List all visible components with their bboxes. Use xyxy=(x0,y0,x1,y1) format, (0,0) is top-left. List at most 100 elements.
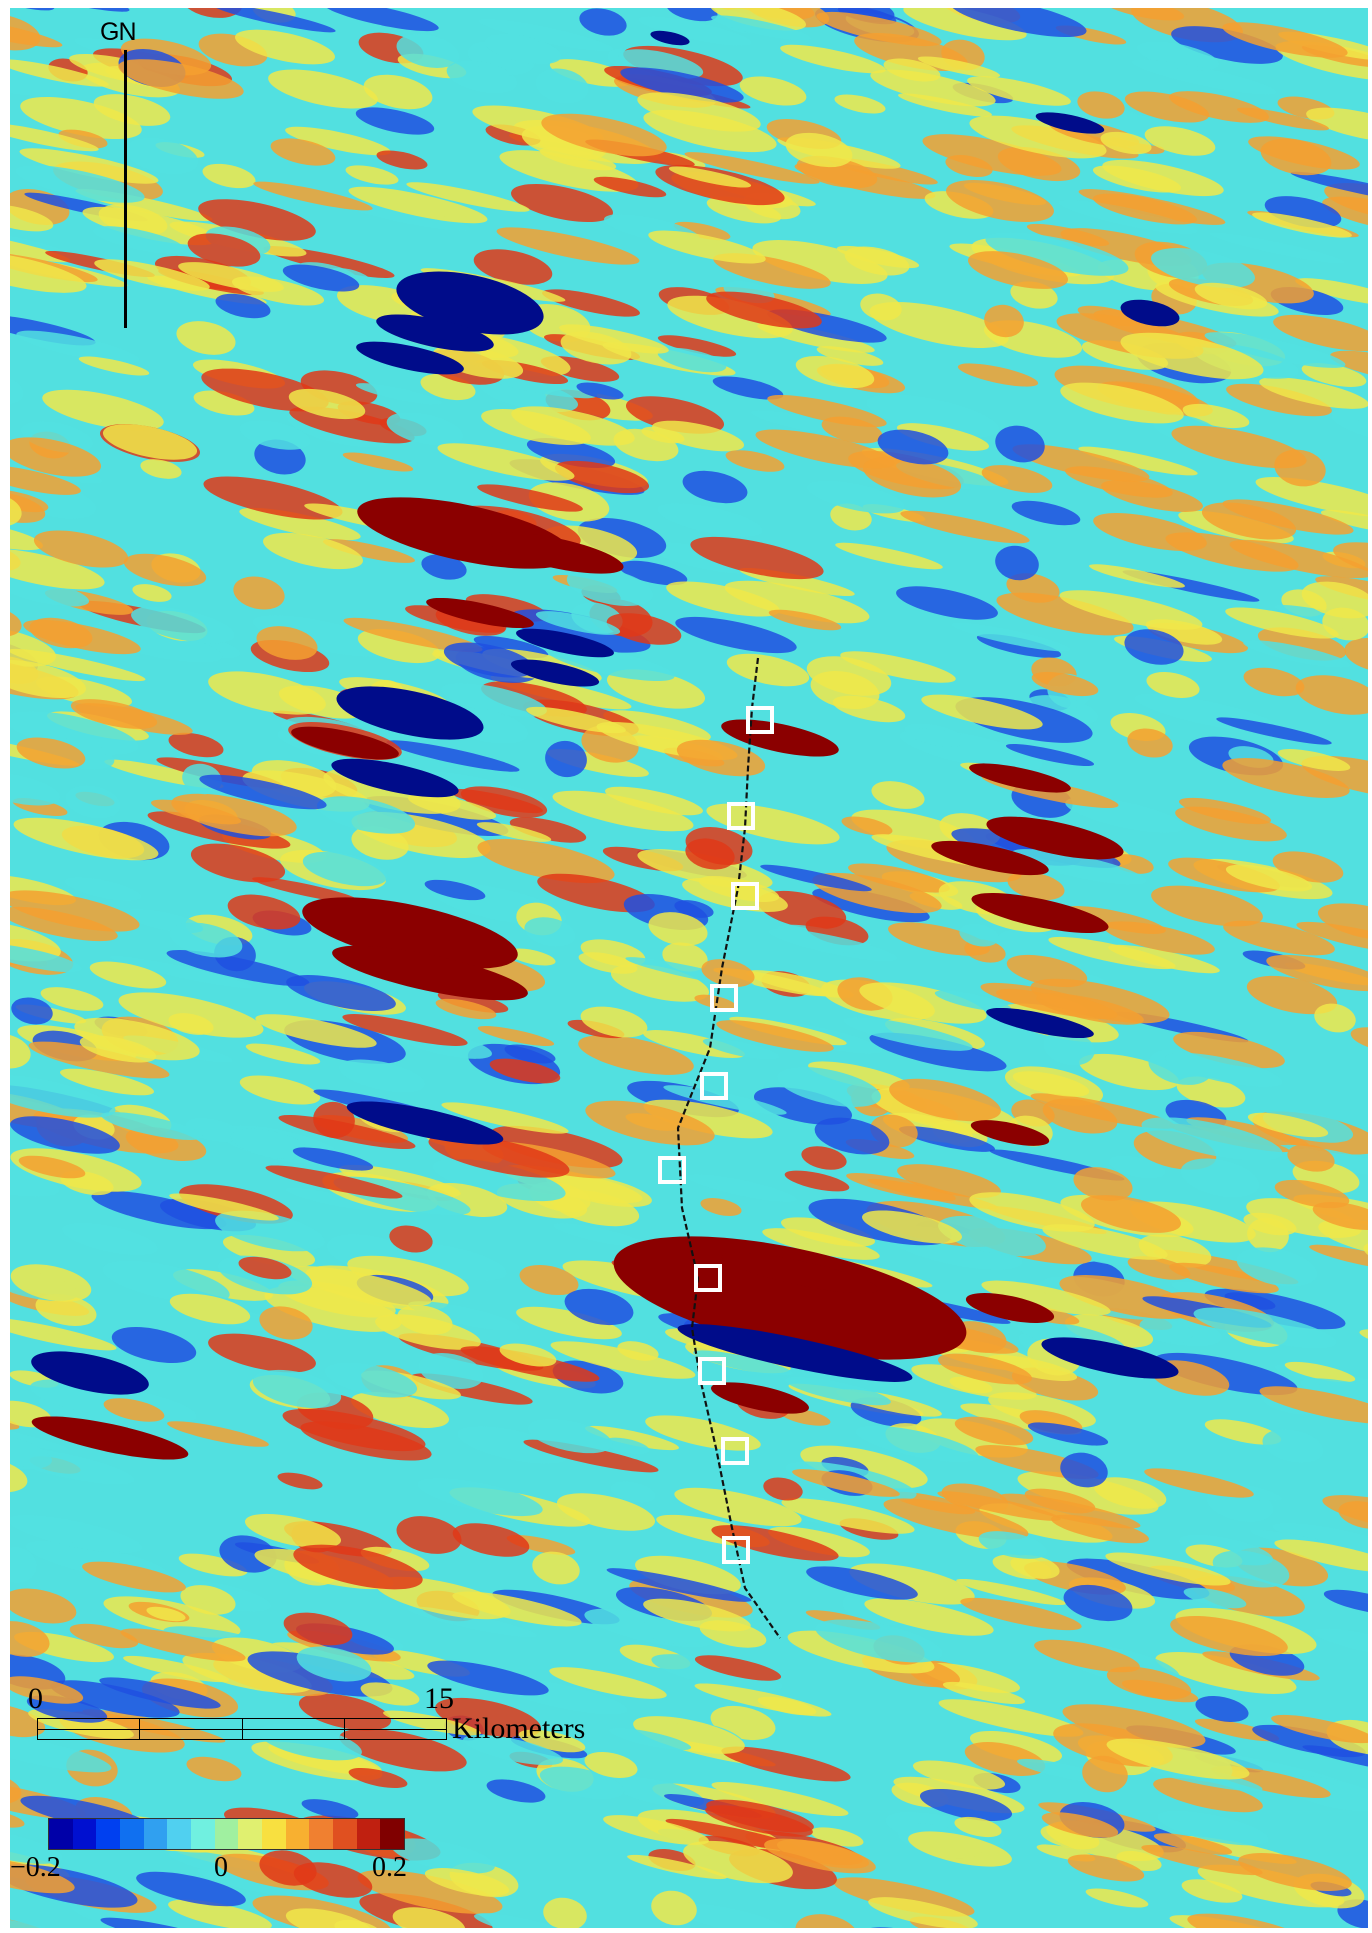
anomaly-streak xyxy=(1350,1027,1368,1053)
anomaly-streak xyxy=(643,1598,751,1632)
anomaly-streak xyxy=(146,1606,186,1622)
anomaly-streak xyxy=(208,1333,316,1373)
colorbar-min-label: −0.2 xyxy=(10,1852,61,1883)
anomaly-streak xyxy=(199,774,327,810)
anomaly-streak xyxy=(710,8,806,31)
anomaly-streak xyxy=(1175,806,1287,842)
anomaly-streak xyxy=(1300,1378,1368,1412)
anomaly-streak xyxy=(1193,1307,1337,1349)
anomaly-streak xyxy=(10,659,86,699)
anomaly-streak xyxy=(268,69,378,109)
anomaly-streak xyxy=(182,1652,312,1694)
anomaly-streak xyxy=(94,259,210,291)
anomaly-streak xyxy=(516,1306,622,1340)
anomaly-streak xyxy=(397,1243,507,1281)
anomaly-streak xyxy=(1295,675,1368,715)
anomaly-streak xyxy=(499,1343,557,1367)
anomaly-streak xyxy=(10,465,81,495)
anomaly-streak xyxy=(1237,107,1329,131)
colorbar-cell xyxy=(191,1819,215,1849)
anomaly-streak xyxy=(693,1350,793,1376)
anomaly-streak xyxy=(1031,671,1099,697)
anomaly-streak xyxy=(1131,59,1277,95)
anomaly-streak xyxy=(239,507,361,541)
colorbar-cell xyxy=(167,1819,192,1849)
anomaly-streak xyxy=(313,1101,355,1139)
anomaly-streak xyxy=(286,975,396,1011)
anomaly-streak xyxy=(169,922,243,958)
anomaly-streak xyxy=(1041,1812,1119,1838)
anomaly-streak xyxy=(437,443,575,481)
anomaly-streak xyxy=(1226,383,1332,417)
anomaly-streak xyxy=(648,912,708,946)
anomaly-streak xyxy=(265,1165,403,1199)
anomaly-streak xyxy=(140,459,182,479)
anomaly-streak xyxy=(532,1551,580,1585)
anomaly-streak xyxy=(292,1147,374,1171)
anomaly-streak xyxy=(957,363,1039,387)
anomaly-streak xyxy=(406,182,530,212)
anomaly-streak xyxy=(169,1293,251,1325)
anomaly-streak xyxy=(922,134,1062,176)
anomaly-streak xyxy=(904,723,966,747)
anomaly-streak xyxy=(178,1553,248,1577)
anomaly-streak xyxy=(610,1481,656,1503)
saturated-patch xyxy=(426,597,534,629)
saturated-patch xyxy=(721,1252,879,1294)
anomaly-streak xyxy=(10,906,118,942)
colorbar-cell xyxy=(380,1819,405,1849)
anomaly-streak xyxy=(785,1376,891,1406)
anomaly-streak xyxy=(10,1155,60,1197)
anomaly-streak xyxy=(432,1158,566,1202)
anomaly-streak xyxy=(386,740,520,772)
anomaly-streak xyxy=(694,1683,832,1717)
anomaly-streak xyxy=(1066,1558,1210,1600)
saturated-patch xyxy=(31,1351,149,1395)
anomaly-streak xyxy=(673,221,731,241)
anomaly-streak xyxy=(252,1369,342,1409)
anomaly-streak xyxy=(10,12,63,48)
anomaly-streak xyxy=(441,1102,569,1134)
colorbar-cell xyxy=(72,1819,97,1849)
anomaly-streak xyxy=(618,560,688,586)
station-marker xyxy=(731,882,759,910)
anomaly-streak xyxy=(10,1116,120,1154)
anomaly-streak xyxy=(285,1187,377,1211)
anomaly-streak xyxy=(1034,1639,1140,1673)
anomaly-streak xyxy=(912,1760,1006,1790)
anomaly-streak xyxy=(841,816,893,836)
anomaly-streak xyxy=(1266,954,1368,992)
anomaly-streak xyxy=(1153,1833,1233,1855)
station-marker xyxy=(710,984,738,1012)
colorbar-cell xyxy=(262,1819,286,1849)
anomaly-streak xyxy=(801,1146,847,1170)
north-arrow xyxy=(124,50,127,328)
anomaly-streak xyxy=(244,1513,342,1549)
anomaly-streak xyxy=(605,786,703,816)
anomaly-streak xyxy=(10,648,146,682)
anomaly-streak xyxy=(954,1816,1002,1838)
anomaly-streak xyxy=(348,1767,408,1789)
anomaly-streak xyxy=(1194,282,1268,310)
anomaly-streak xyxy=(911,1364,1037,1400)
anomaly-streak xyxy=(816,346,884,366)
anomaly-streak xyxy=(443,642,535,678)
anomaly-streak xyxy=(518,1729,586,1753)
anomaly-streak xyxy=(477,838,615,884)
anomaly-streak xyxy=(810,670,880,710)
anomaly-streak xyxy=(956,1578,1066,1606)
anomaly-streak xyxy=(355,383,443,405)
scale-segment xyxy=(37,1718,140,1740)
anomaly-streak xyxy=(585,1100,715,1146)
anomaly-streak xyxy=(460,786,548,818)
anomaly-streak xyxy=(1102,159,1224,197)
anomaly-streak xyxy=(1322,196,1368,232)
saturated-patch xyxy=(510,659,600,687)
anomaly-streak xyxy=(1139,1316,1193,1344)
anomaly-streak xyxy=(1170,1615,1288,1657)
anomaly-streak xyxy=(1078,446,1198,476)
anomaly-streak xyxy=(1127,1256,1191,1280)
anomaly-streak xyxy=(981,1280,1111,1316)
anomaly-streak xyxy=(1043,1030,1095,1066)
anomaly-streak xyxy=(862,456,962,498)
